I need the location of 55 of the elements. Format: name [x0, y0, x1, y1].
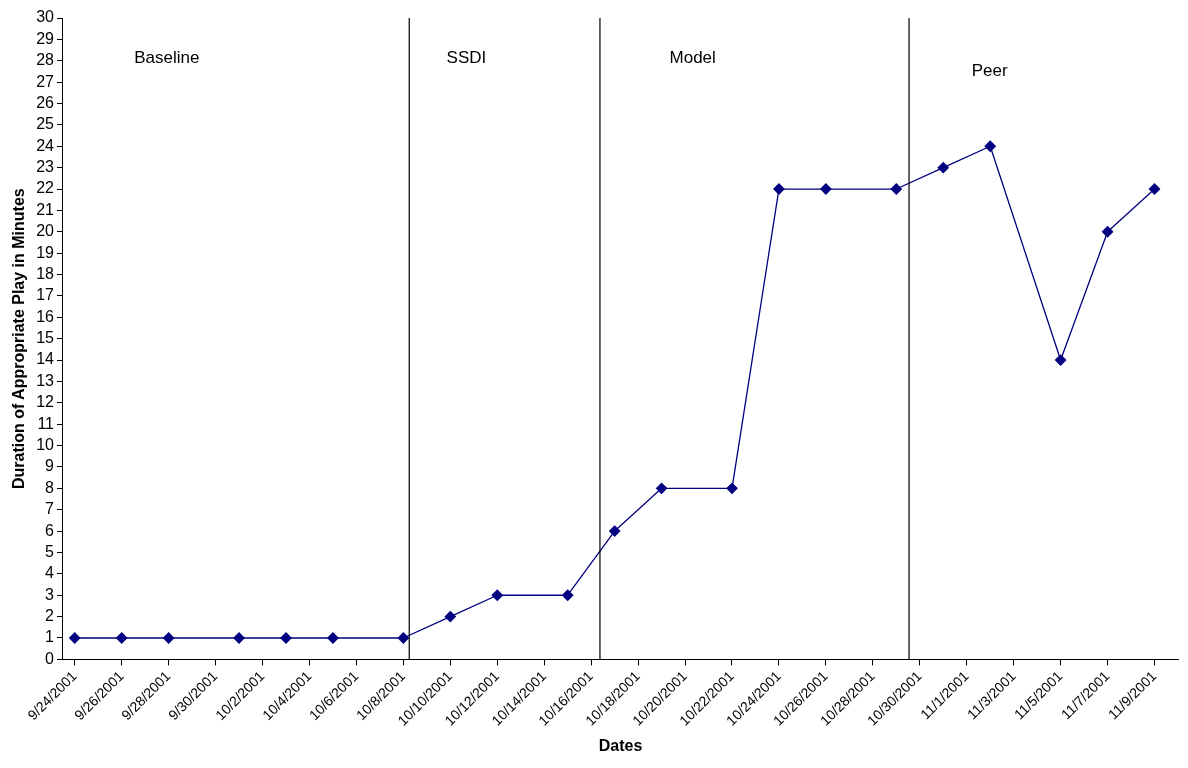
point [1148, 183, 1161, 195]
y-tick-label: 2 [45, 607, 55, 625]
y-tick-label: 25 [36, 115, 55, 133]
point [397, 632, 410, 644]
x-axis-title: Dates [598, 736, 643, 754]
y-tick-label: 0 [45, 649, 55, 667]
y-tick-label: 26 [36, 93, 55, 111]
y-tick-label: 1 [45, 628, 55, 646]
point [726, 482, 738, 494]
y-tick-label: 14 [36, 350, 55, 368]
y-tick-label: 9 [45, 457, 55, 475]
point [937, 162, 949, 174]
y-axis-title: Duration of Appropriate Play in Minutes [10, 188, 28, 490]
annotation: Peer [971, 60, 1009, 80]
y-tick-label: 29 [36, 29, 55, 47]
y-tick-label: 11 [37, 414, 55, 432]
y-tick-label: 24 [36, 136, 55, 154]
y-tick-label: 3 [45, 585, 55, 603]
y-tick-label: 17 [36, 286, 55, 304]
y-tick-label: 10 [36, 435, 55, 453]
y-tick-label: 19 [36, 243, 55, 261]
y-tick-label: 8 [45, 478, 55, 496]
point [820, 183, 832, 195]
point [608, 525, 621, 537]
point [773, 183, 785, 195]
point [1054, 354, 1067, 366]
y-tick-label: 21 [36, 200, 55, 218]
y-tick-label: 27 [36, 72, 55, 90]
y-tick-label: 30 [36, 8, 55, 26]
point [491, 589, 503, 601]
y-tick-label: 12 [36, 393, 55, 411]
point [1101, 226, 1114, 238]
y-tick-label: 5 [45, 542, 55, 560]
point [562, 589, 574, 601]
y-tick-label: 4 [45, 564, 55, 582]
y-tick-label: 28 [36, 51, 55, 69]
point [655, 482, 668, 494]
point [116, 632, 128, 644]
y-tick-label: 16 [36, 307, 55, 325]
annotation: Baseline [134, 47, 200, 67]
point [162, 632, 175, 644]
point [984, 140, 996, 152]
y-tick-label: 22 [36, 179, 55, 197]
point [69, 632, 81, 644]
annotation: SSDI [446, 47, 487, 67]
point [444, 610, 456, 623]
y-tick-label: 20 [36, 222, 55, 240]
point [890, 183, 902, 195]
y-tick-label: 15 [36, 329, 55, 347]
y-tick-label: 7 [45, 500, 55, 518]
y-tick-label: 13 [36, 371, 55, 389]
y-tick-label: 23 [36, 158, 55, 176]
y-tick-label: 18 [36, 264, 55, 282]
y-tick-label: 6 [45, 521, 55, 539]
annotation: Model [669, 47, 716, 67]
